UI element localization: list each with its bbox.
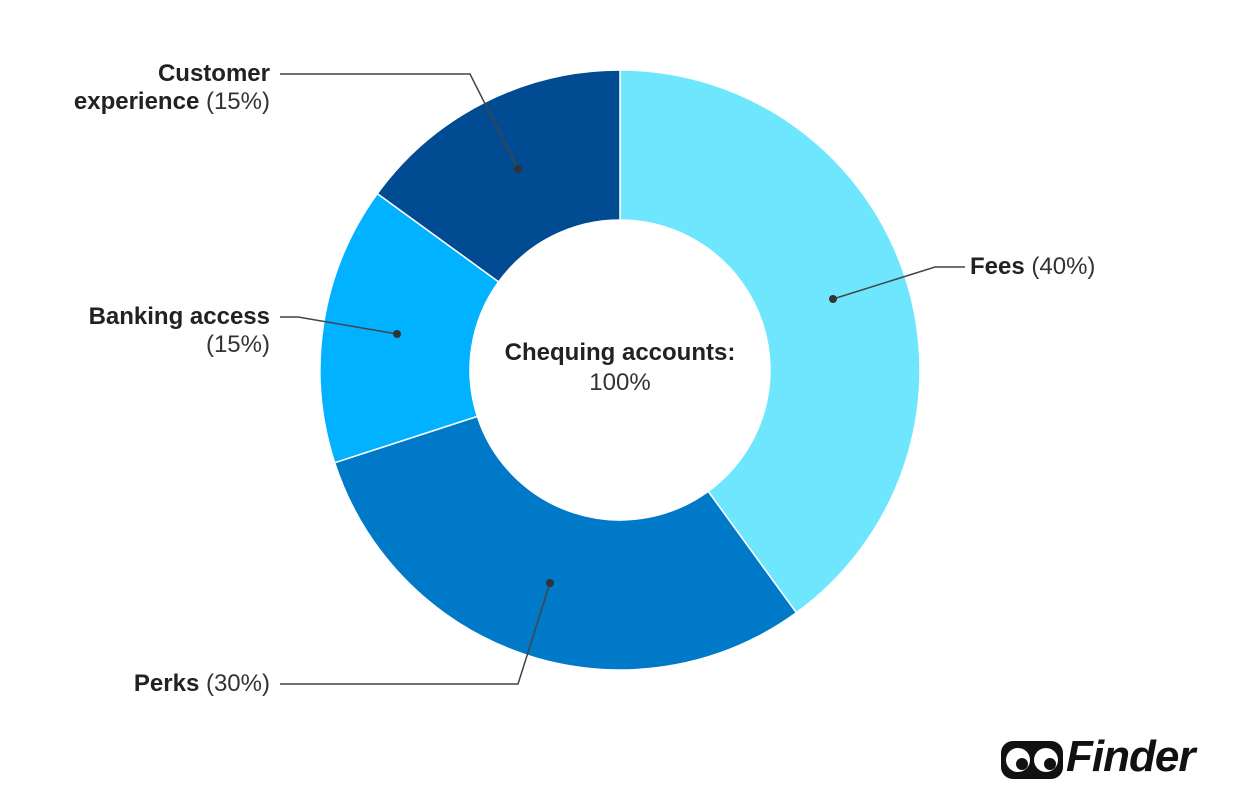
slice — [333, 415, 798, 671]
slice — [319, 192, 500, 464]
leader-line — [832, 266, 965, 300]
leader-dot — [393, 330, 401, 338]
slice — [376, 69, 621, 283]
center-title: Chequing accounts: — [504, 339, 736, 366]
leader-line — [280, 582, 551, 685]
category-label: Banking access — [88, 303, 270, 330]
value-label: (40%) — [1031, 253, 1096, 280]
value-label: (30%) — [205, 670, 270, 697]
leader-line — [280, 73, 519, 170]
center-label: 100% — [589, 369, 651, 396]
category-label: Perks — [133, 670, 200, 697]
category-label: Customer experience — [73, 60, 270, 115]
leader-dot — [546, 579, 554, 587]
leader-dot — [514, 165, 522, 173]
logo-icon — [1001, 741, 1063, 779]
logo: Finder — [1066, 732, 1195, 781]
slice-label: Banking access (15%) — [40, 303, 270, 359]
value-label: (15%) — [205, 88, 270, 115]
leader-dot — [829, 295, 837, 303]
category-label: Fees — [970, 253, 1025, 280]
center-text: Chequing accounts: 100% — [470, 338, 770, 398]
slice-label: Perks (30%) — [40, 670, 270, 698]
slice-label: Customer experience (15%) — [40, 60, 270, 116]
value-label: (15%) — [205, 331, 270, 358]
slice — [619, 69, 921, 614]
slice-label: Fees (40%) — [970, 253, 1210, 281]
leader-line — [280, 316, 398, 335]
